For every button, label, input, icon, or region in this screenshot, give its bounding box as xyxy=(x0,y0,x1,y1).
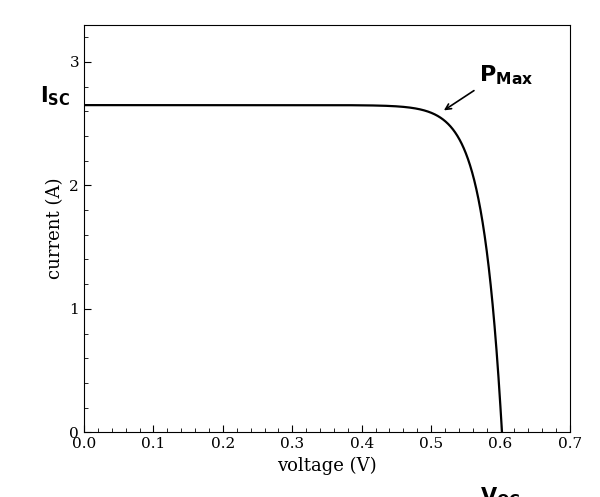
Y-axis label: current (A): current (A) xyxy=(46,178,64,279)
Text: $\mathbf{V_{OC}}$: $\mathbf{V_{OC}}$ xyxy=(480,486,521,497)
Text: $\mathbf{P_{Max}}$: $\mathbf{P_{Max}}$ xyxy=(479,63,533,86)
X-axis label: voltage (V): voltage (V) xyxy=(277,457,377,475)
Text: $\mathbf{I_{SC}}$: $\mathbf{I_{SC}}$ xyxy=(40,84,71,108)
